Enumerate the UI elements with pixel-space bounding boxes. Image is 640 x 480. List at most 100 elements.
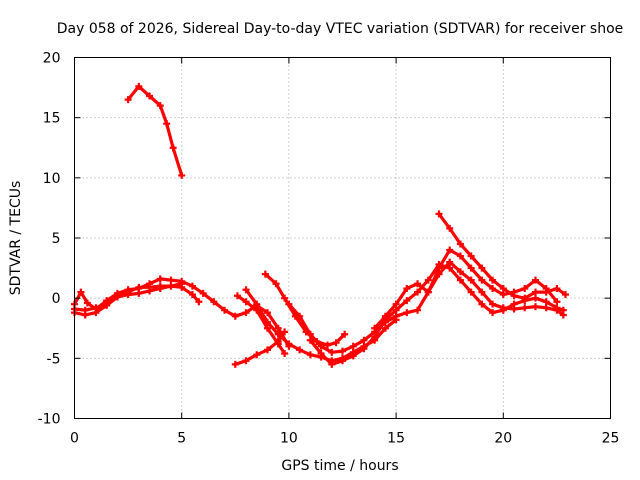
data-point [124, 96, 132, 104]
y-tick-label: 0 [52, 291, 61, 307]
data-point [499, 285, 507, 293]
data-point [92, 304, 100, 312]
data-point [242, 309, 250, 317]
x-tick-label: 20 [494, 431, 512, 447]
data-point [392, 306, 400, 314]
data-point [381, 324, 389, 332]
data-point [403, 285, 411, 293]
data-point [242, 298, 250, 306]
x-tick-label: 5 [177, 431, 186, 447]
data-point [221, 306, 229, 314]
data-point [135, 283, 143, 291]
data-point [188, 291, 196, 299]
data-point [489, 285, 497, 293]
data-point [553, 285, 561, 293]
data-point [559, 306, 567, 314]
data-point [188, 282, 196, 290]
data-point [349, 352, 357, 360]
data-point [135, 82, 143, 90]
data-point [521, 304, 529, 312]
data-point [146, 283, 154, 291]
data-point [424, 288, 432, 296]
data-point [253, 351, 261, 359]
data-point [392, 300, 400, 308]
data-point [296, 312, 304, 320]
data-point [167, 276, 175, 284]
data-point [510, 300, 518, 308]
y-tick-label: 20 [43, 51, 61, 67]
data-point [274, 324, 282, 332]
data-point [103, 300, 111, 308]
x-tick-label: 10 [280, 431, 298, 447]
data-point [263, 324, 271, 332]
data-point [306, 330, 314, 338]
data-point [195, 298, 203, 306]
data-point [274, 330, 282, 338]
data-point [478, 300, 486, 308]
data-point [199, 289, 207, 297]
data-point [467, 264, 475, 272]
y-tick-label: 15 [43, 111, 61, 127]
data-point [274, 340, 282, 348]
data-point [163, 120, 171, 128]
data-point [341, 330, 349, 338]
data-point [113, 292, 121, 300]
series-arc-10 [306, 260, 567, 368]
data-point [146, 92, 154, 100]
data-point [167, 282, 175, 290]
data-point [349, 342, 357, 350]
data-point [403, 309, 411, 317]
data-point [553, 304, 561, 312]
data-point [156, 275, 164, 283]
series-arc-8 [261, 270, 349, 349]
data-point [242, 286, 250, 294]
series-line [373, 248, 559, 330]
data-point [169, 144, 177, 152]
data-point [371, 333, 379, 341]
data-point [81, 306, 89, 314]
data-point [281, 350, 289, 358]
data-point [281, 328, 289, 336]
data-point [542, 288, 550, 296]
y-tick-label: 10 [43, 171, 61, 187]
data-point [178, 280, 186, 288]
series-arc-6 [233, 292, 289, 358]
chart-title: Day 058 of 2026, Sidereal Day-to-day VTE… [57, 21, 624, 37]
data-point [531, 276, 539, 284]
data-point [414, 306, 422, 314]
data-point [435, 264, 443, 272]
data-point [306, 336, 314, 344]
data-point [263, 318, 271, 326]
data-point [77, 288, 85, 296]
data-point [332, 339, 340, 347]
data-point [210, 298, 218, 306]
data-point [83, 299, 91, 307]
data-point [306, 351, 314, 359]
series-arc-1 [124, 82, 186, 179]
data-point [360, 345, 368, 353]
data-point [317, 342, 325, 350]
data-point [328, 348, 336, 356]
data-point [285, 300, 293, 308]
data-point [156, 102, 164, 110]
x-tick-label: 15 [387, 431, 405, 447]
data-point [499, 306, 507, 314]
data-point [339, 357, 346, 365]
data-point [542, 304, 550, 312]
data-point [231, 360, 239, 368]
y-axis-label: SDTVAR / TECUs [8, 181, 24, 296]
data-point [272, 280, 280, 288]
data-point [263, 346, 271, 354]
data-point [553, 298, 561, 306]
data-point [261, 270, 269, 278]
data-point [285, 340, 293, 348]
data-point [446, 246, 454, 254]
data-point [467, 252, 475, 260]
data-point [456, 268, 464, 276]
data-point [531, 303, 539, 311]
data-point [381, 312, 389, 320]
series-arc-11 [371, 246, 561, 332]
data-point [296, 346, 304, 354]
